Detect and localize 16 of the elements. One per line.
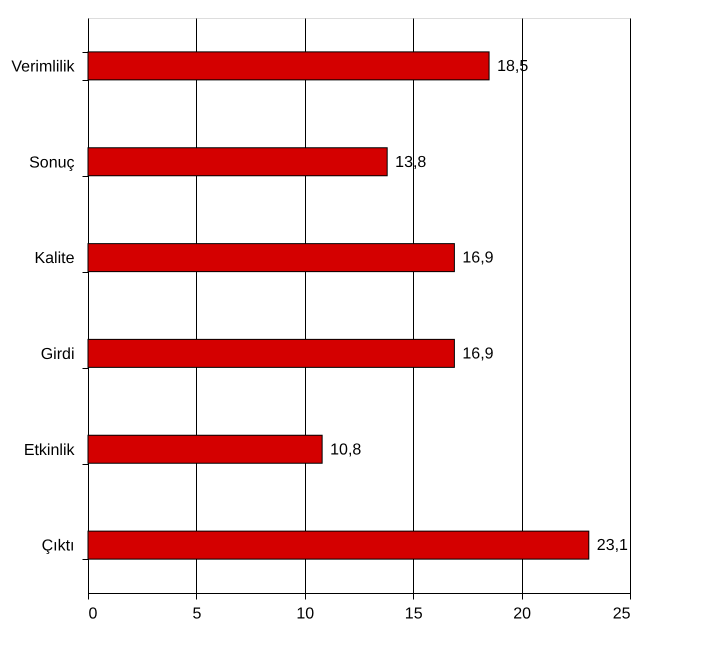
x-tick-label: 20	[513, 606, 532, 622]
y-tick-label: Girdi	[40, 346, 74, 363]
y-tick-label: Etkinlik	[24, 442, 76, 459]
y-tick-label: Verimlilik	[11, 58, 76, 76]
x-tick-label: 25	[612, 606, 631, 622]
y-tick-label: Çıktı	[42, 538, 74, 555]
x-tick-label: 15	[404, 606, 423, 622]
y-tick-label: Kalite	[34, 250, 75, 268]
x-tick-label: 10	[296, 606, 314, 622]
x-tick-label: 5	[192, 606, 202, 622]
y-tick-label: Sonuç	[29, 154, 74, 172]
data-label: 23,1	[596, 537, 628, 554]
x-tick-label: 0	[88, 606, 98, 622]
data-label: 16,9	[462, 345, 494, 362]
data-label: 16,9	[462, 250, 494, 267]
data-label: 10,8	[330, 441, 362, 458]
